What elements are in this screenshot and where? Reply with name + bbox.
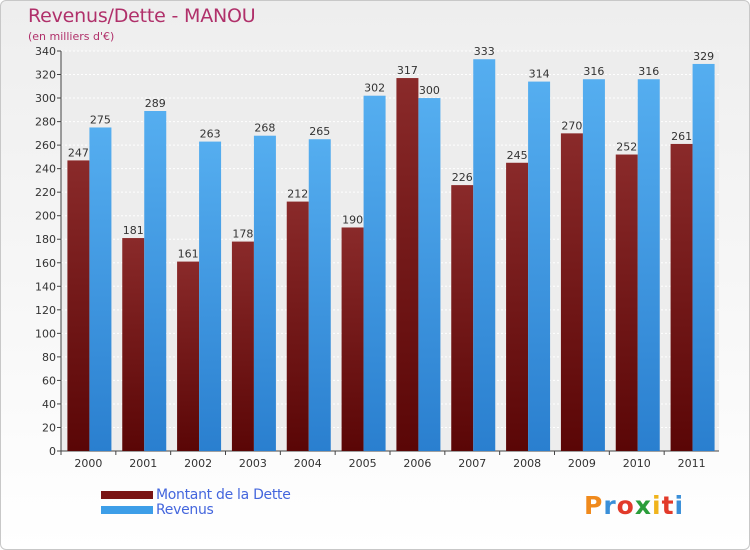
data-label-revenus: 289 — [145, 97, 166, 110]
legend-label-dette: Montant de la Dette — [156, 486, 291, 503]
data-label-dette: 247 — [68, 146, 89, 159]
y-tick-label: 20 — [42, 421, 56, 434]
data-label-revenus: 316 — [583, 65, 604, 78]
x-tick-label: 2008 — [513, 457, 541, 470]
y-tick-label: 120 — [35, 304, 56, 317]
data-label-dette: 245 — [507, 149, 528, 162]
x-tick-label: 2005 — [349, 457, 377, 470]
y-tick-label: 60 — [42, 374, 56, 387]
bar-dette — [341, 227, 364, 451]
data-label-dette: 178 — [232, 228, 253, 241]
data-label-dette: 261 — [671, 130, 692, 143]
bar-dette — [560, 133, 583, 451]
bar-dette — [231, 241, 254, 451]
bar-revenus — [253, 135, 276, 452]
bar-revenus — [199, 141, 222, 451]
legend-swatch-revenus — [101, 505, 153, 514]
bar-dette — [177, 261, 200, 451]
bar-dette — [286, 201, 309, 451]
legend: Montant de la Dette Revenus — [101, 486, 291, 518]
x-tick-label: 2004 — [294, 457, 322, 470]
logo-letter: t — [661, 491, 675, 520]
data-label-revenus: 314 — [529, 68, 550, 81]
data-label-revenus: 265 — [309, 125, 330, 138]
y-tick-label: 160 — [35, 257, 56, 270]
bar-revenus — [473, 59, 496, 452]
data-label-dette: 190 — [342, 213, 363, 226]
bar-revenus — [528, 81, 551, 452]
y-tick-label: 220 — [35, 186, 56, 199]
data-label-dette: 252 — [616, 141, 637, 154]
bar-dette — [670, 143, 693, 452]
data-label-revenus: 333 — [474, 45, 495, 58]
x-tick-label: 2001 — [129, 457, 157, 470]
data-label-revenus: 302 — [364, 82, 385, 95]
y-tick-label: 80 — [42, 351, 56, 364]
x-tick-label: 2000 — [74, 457, 102, 470]
logo-letter: i — [652, 491, 662, 520]
data-label-dette: 270 — [561, 119, 582, 132]
bar-dette — [122, 238, 145, 451]
bar-revenus — [582, 79, 605, 451]
data-label-dette: 181 — [123, 224, 144, 237]
data-label-dette: 226 — [452, 171, 473, 184]
bar-dette — [506, 162, 529, 451]
x-tick-label: 2002 — [184, 457, 212, 470]
bar-dette — [67, 160, 90, 452]
bar-revenus — [418, 98, 441, 451]
x-tick-label: 2010 — [623, 457, 651, 470]
logo-letter: o — [616, 491, 635, 520]
chart-title: Revenus/Dette - MANOU — [28, 5, 256, 27]
legend-item-dette: Montant de la Dette — [101, 486, 291, 503]
logo-letter: i — [674, 491, 685, 520]
x-tick-label: 2011 — [678, 457, 706, 470]
data-label-revenus: 316 — [638, 65, 659, 78]
logo-letter: r — [603, 491, 617, 520]
y-tick-label: 100 — [35, 327, 56, 340]
bar-revenus — [363, 95, 386, 452]
legend-label-revenus: Revenus — [156, 501, 214, 518]
y-tick-label: 140 — [35, 280, 56, 293]
y-tick-label: 180 — [35, 233, 56, 246]
x-tick-label: 2009 — [568, 457, 596, 470]
y-tick-label: 200 — [35, 210, 56, 223]
logo-letter: x — [634, 491, 652, 520]
plot-background — [61, 51, 719, 451]
data-label-revenus: 268 — [254, 122, 275, 135]
y-tick-label: 0 — [49, 445, 56, 458]
bar-revenus — [637, 79, 660, 451]
data-label-dette: 161 — [178, 248, 199, 261]
chart-subtitle: (en milliers d'€) — [28, 30, 115, 43]
bar-revenus — [89, 127, 112, 452]
x-tick-label: 2007 — [458, 457, 486, 470]
y-tick-label: 320 — [35, 69, 56, 82]
data-label-revenus: 329 — [693, 50, 714, 63]
data-label-revenus: 300 — [419, 84, 440, 97]
bar-revenus — [144, 111, 167, 451]
data-label-revenus: 275 — [90, 113, 111, 126]
data-label-revenus: 263 — [200, 128, 221, 141]
proxiti-logo: Proxiti — [584, 491, 684, 520]
y-tick-label: 280 — [35, 116, 56, 129]
y-tick-label: 240 — [35, 163, 56, 176]
bar-dette — [396, 78, 419, 451]
y-tick-label: 40 — [42, 398, 56, 411]
data-label-dette: 212 — [287, 188, 308, 201]
y-tick-label: 260 — [35, 139, 56, 152]
bar-revenus — [308, 139, 331, 451]
x-tick-label: 2006 — [403, 457, 431, 470]
bar-dette — [451, 185, 474, 451]
y-tick-label: 340 — [35, 45, 56, 58]
legend-item-revenus: Revenus — [101, 501, 291, 518]
data-label-dette: 317 — [397, 64, 418, 77]
x-tick-label: 2003 — [239, 457, 267, 470]
legend-swatch-dette — [101, 490, 153, 499]
bar-revenus — [692, 63, 715, 452]
y-tick-label: 300 — [35, 92, 56, 105]
logo-letter: P — [584, 491, 604, 520]
bar-dette — [615, 154, 638, 451]
